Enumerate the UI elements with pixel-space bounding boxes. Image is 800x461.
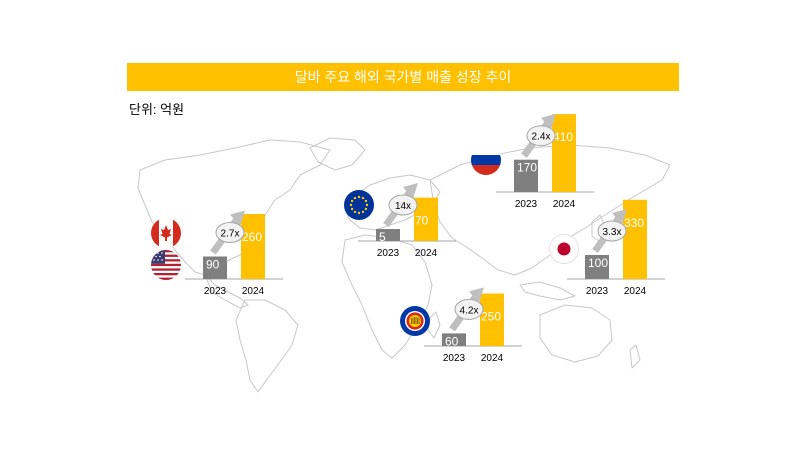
bar-2023 <box>514 159 538 192</box>
growth-bubble <box>526 125 556 147</box>
bar-2024 <box>623 199 647 279</box>
bar-2023 <box>442 333 466 346</box>
value-label-2023: 60 <box>445 334 459 348</box>
year-label-2023: 2023 <box>515 199 538 210</box>
madagascar-outline <box>427 311 441 339</box>
year-label-2023: 2023 <box>586 286 609 297</box>
bar-2024 <box>414 197 438 241</box>
bar-2023 <box>376 229 400 241</box>
growth-bubble <box>454 298 484 320</box>
value-label-2023: 90 <box>206 258 220 272</box>
growth-label: 4.2x <box>460 305 479 316</box>
growth-bubble <box>215 222 245 243</box>
value-label-2023: 5 <box>379 230 386 244</box>
south-america-outline <box>235 299 299 393</box>
growth-label: 14x <box>395 201 411 212</box>
growth-label: 2.4x <box>532 132 551 143</box>
japan-flag-icon <box>549 234 579 264</box>
asean-flag-icon <box>400 306 430 336</box>
growth-bubble <box>388 194 418 216</box>
value-label-2024: 330 <box>624 216 644 230</box>
eu-flag-icon <box>344 190 374 220</box>
bar-2024 <box>480 293 504 346</box>
bar-2024 <box>241 214 265 279</box>
year-label-2023: 2023 <box>204 286 227 297</box>
year-label-2024: 2024 <box>242 286 265 297</box>
year-label-2024: 2024 <box>624 286 647 297</box>
year-label-2024: 2024 <box>415 248 438 259</box>
greenland-outline <box>309 137 366 171</box>
year-label-2023: 2023 <box>377 248 400 259</box>
australia-outline <box>539 304 613 363</box>
value-label-2024: 410 <box>553 130 573 144</box>
growth-bubble <box>597 220 627 242</box>
year-label-2023: 2023 <box>443 353 466 364</box>
russia-flag-icon <box>471 145 501 175</box>
chart-title: 달바 주요 해외 국가별 매출 성장 추이 <box>127 63 679 91</box>
growth-arrow-head <box>403 183 418 199</box>
growth-arrow-head <box>612 209 627 225</box>
growth-label: 3.3x <box>603 227 622 238</box>
growth-arrow-head <box>469 287 484 304</box>
value-label-2024: 70 <box>415 214 429 228</box>
canada-flag-icon <box>151 218 181 248</box>
bar-2023 <box>203 256 227 279</box>
southeast-asia-outline <box>519 281 576 301</box>
growth-label: 2.7x <box>221 229 240 240</box>
value-label-2023: 170 <box>517 161 537 175</box>
unit-label: 단위: 억원 <box>129 102 185 117</box>
value-label-2024: 250 <box>481 310 501 324</box>
new-zealand-outline <box>629 344 641 369</box>
growth-arrow-head <box>230 210 245 227</box>
year-label-2024: 2024 <box>553 199 576 210</box>
year-label-2024: 2024 <box>481 353 504 364</box>
bar-2023 <box>585 255 609 279</box>
growth-arrow-head <box>541 113 556 130</box>
value-label-2023: 100 <box>588 256 608 270</box>
central-america-outline <box>204 274 249 309</box>
usa-flag-icon <box>151 250 181 280</box>
bar-2024 <box>552 114 576 192</box>
value-label-2024: 260 <box>242 230 262 244</box>
